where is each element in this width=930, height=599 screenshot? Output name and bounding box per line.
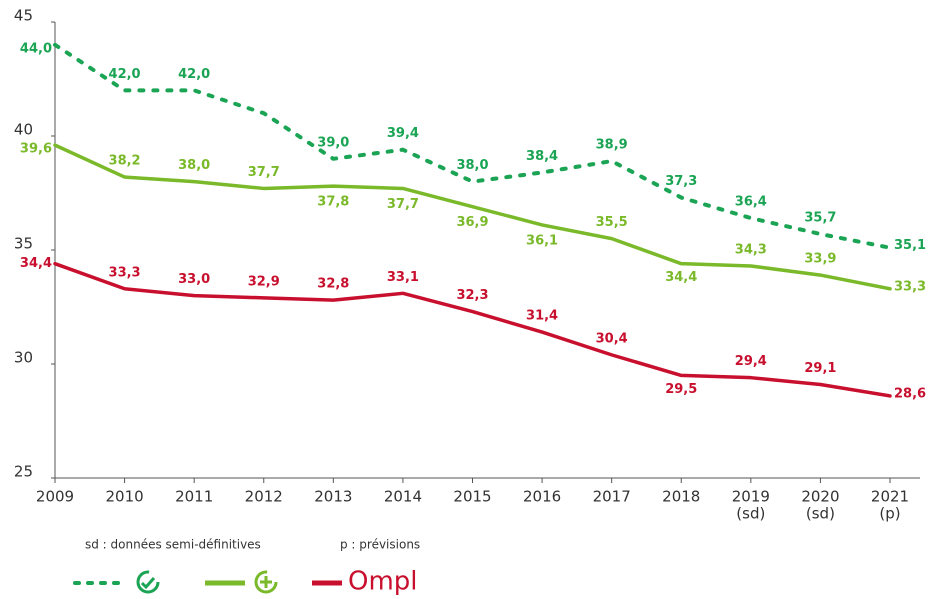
x-tick-note: (sd) (736, 505, 765, 523)
series-line (53, 42, 892, 250)
data-label: 32,3 (456, 288, 488, 303)
data-label: 44,0 (20, 41, 52, 56)
legend-icon (254, 570, 278, 594)
y-tick-label: 30 (14, 349, 33, 367)
data-label: 35,5 (596, 215, 628, 230)
data-label: 36,9 (456, 215, 488, 230)
series-line (53, 261, 892, 398)
legend-label: Ompl (348, 567, 418, 597)
legend: Ompl (73, 567, 418, 597)
x-tick-label: 2019 (732, 488, 770, 506)
data-label: 33,9 (804, 252, 836, 267)
data-label: 35,7 (804, 211, 836, 226)
data-label: 37,7 (387, 197, 419, 212)
data-label: 30,4 (596, 331, 628, 346)
data-label: 33,0 (178, 272, 210, 287)
note: sd : données semi-définitives (85, 538, 261, 552)
x-tick-label: 2009 (36, 488, 74, 506)
x-tick-label: 2015 (453, 488, 491, 506)
data-label: 38,9 (596, 138, 628, 153)
data-label: 34,4 (20, 256, 52, 271)
x-tick-label: 2014 (384, 488, 422, 506)
x-tick-label: 2016 (523, 488, 561, 506)
data-label: 38,2 (109, 154, 141, 169)
data-label: 37,7 (248, 165, 280, 180)
y-tick-label: 40 (14, 121, 33, 139)
y-tick-label: 35 (14, 235, 33, 253)
data-label: 33,3 (109, 265, 141, 280)
x-tick-label: 2020 (801, 488, 839, 506)
legend-icon (140, 577, 156, 590)
x-tick-label: 2011 (175, 488, 213, 506)
data-label: 36,1 (526, 233, 558, 248)
x-tick-label: 2010 (105, 488, 143, 506)
data-label: 38,0 (456, 158, 488, 173)
data-label: 32,9 (248, 274, 280, 289)
series-line (53, 143, 892, 291)
data-label: 29,4 (735, 354, 767, 369)
data-label: 34,3 (735, 242, 767, 257)
data-label: 31,4 (526, 309, 558, 324)
x-tick-label: 2018 (662, 488, 700, 506)
data-label: 34,4 (665, 270, 697, 285)
data-label: 28,6 (894, 386, 926, 401)
y-tick-label: 45 (14, 7, 33, 25)
y-tick-label: 25 (14, 463, 33, 481)
x-tick-note: (p) (879, 505, 900, 523)
x-tick-label: 2017 (593, 488, 631, 506)
data-label: 36,4 (735, 195, 767, 210)
data-label: 29,1 (804, 361, 836, 376)
x-tick-label: 2012 (245, 488, 283, 506)
data-label: 39,0 (317, 135, 349, 150)
note: p : prévisions (340, 538, 420, 552)
data-label: 33,3 (894, 279, 926, 294)
legend-icon (260, 576, 272, 588)
data-label: 37,3 (665, 174, 697, 189)
data-label: 38,4 (526, 149, 558, 164)
x-tick-note: (sd) (806, 505, 835, 523)
data-label: 35,1 (894, 238, 926, 253)
data-label: 42,0 (109, 67, 141, 82)
data-label: 32,8 (317, 277, 349, 292)
data-label: 38,0 (178, 158, 210, 173)
data-label: 39,6 (20, 142, 52, 157)
legend-icon (136, 570, 160, 594)
data-label: 42,0 (178, 67, 210, 82)
data-label: 39,4 (387, 126, 419, 141)
data-label: 33,1 (387, 270, 419, 285)
data-label: 29,5 (665, 382, 697, 397)
data-label: 37,8 (317, 195, 349, 210)
x-tick-label: 2013 (314, 488, 352, 506)
x-tick-label: 2021 (871, 488, 909, 506)
